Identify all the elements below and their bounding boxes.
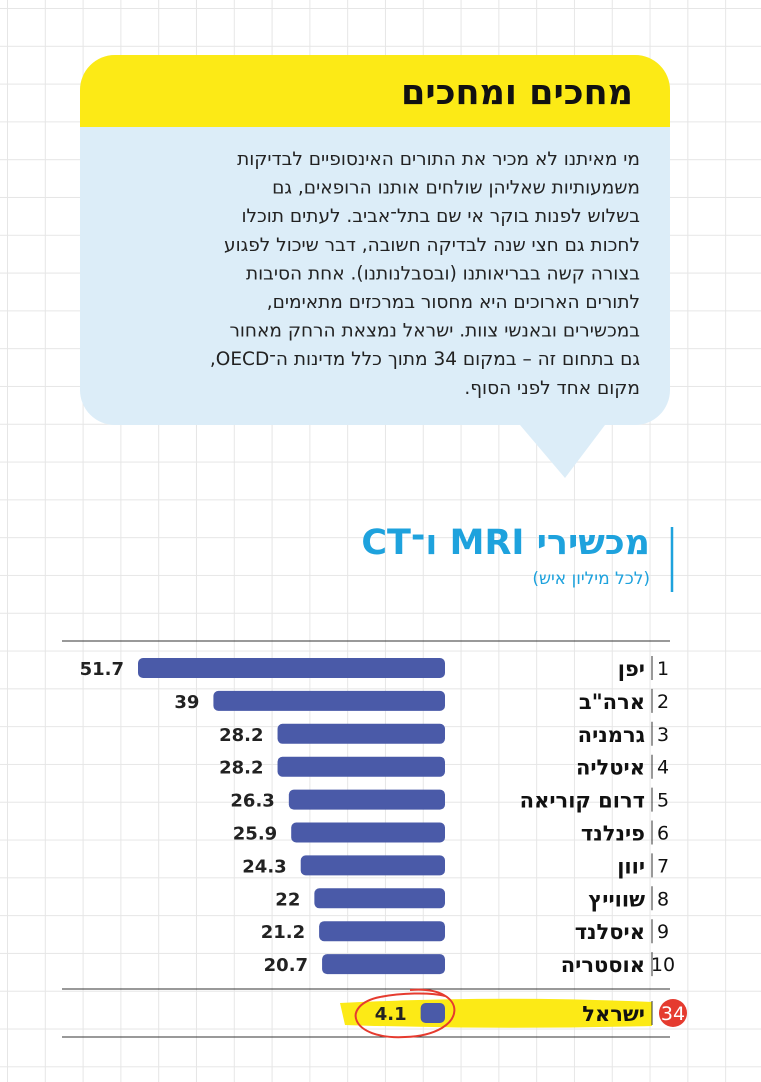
bar bbox=[300, 855, 445, 876]
bar bbox=[277, 723, 445, 744]
rank: 34 bbox=[661, 1003, 685, 1025]
category: ישראל bbox=[582, 1002, 645, 1026]
bar bbox=[291, 822, 445, 843]
category: ארה"ב bbox=[579, 690, 645, 714]
text-line: משמעותיות שאליהן שולחים אותנו הרופאים, ג… bbox=[272, 178, 640, 199]
rank-badge bbox=[659, 999, 687, 1027]
chart-subtitle: (לכל מיליון איש) bbox=[532, 569, 650, 589]
value-label: 21.2 bbox=[261, 922, 305, 943]
value-label: 28.2 bbox=[219, 725, 263, 746]
value-label: 51.7 bbox=[80, 659, 124, 680]
category: יוון bbox=[617, 854, 645, 878]
rank: 1 bbox=[657, 658, 669, 680]
rank: 10 bbox=[651, 954, 675, 976]
bar bbox=[420, 1003, 445, 1023]
bar bbox=[213, 690, 445, 711]
bubble-title: מחכים ומחכים bbox=[401, 73, 633, 113]
rank: 9 bbox=[657, 921, 669, 943]
category: גרמניה bbox=[578, 723, 645, 747]
category: אוסטריה bbox=[561, 953, 645, 977]
rank: 4 bbox=[657, 757, 669, 779]
circle-mark bbox=[354, 988, 456, 1039]
bar bbox=[314, 888, 445, 909]
text-line: בשלוש לפנות בוקר אי שם בתל־אביב. לעתים ת… bbox=[241, 206, 640, 227]
value-label: 25.9 bbox=[233, 824, 277, 845]
text-line: לתורים הארוכים היא מחסור במרכזים מתאימים… bbox=[267, 292, 640, 313]
rank: 2 bbox=[657, 691, 669, 713]
bubble-header bbox=[80, 55, 670, 127]
bar bbox=[319, 921, 445, 942]
text-line: במכשירים ובאנשי צוות. ישראל נמצאת הרחק מ… bbox=[229, 321, 640, 342]
text-line: לחכות גם חצי שנה לבדיקה חשובה, דבר שיכול… bbox=[224, 235, 640, 256]
category: שווייץ bbox=[588, 887, 645, 911]
bar bbox=[288, 789, 445, 810]
bar bbox=[277, 756, 445, 777]
value-label: 28.2 bbox=[219, 758, 263, 779]
text-line: מי מאיתנו לא מכיר את התורים האינסופיים ל… bbox=[237, 149, 640, 170]
speech-bubble bbox=[80, 55, 670, 478]
value-label: 20.7 bbox=[264, 955, 308, 976]
highlight-band bbox=[340, 998, 652, 1028]
rank: 7 bbox=[657, 855, 669, 877]
rank: 5 bbox=[657, 790, 669, 812]
value-label: 24.3 bbox=[242, 856, 286, 877]
rank: 6 bbox=[657, 823, 669, 845]
bars: 1 יפן 51.7 2 ארה"ב 39 3 גרמניה 28.2 4 איטליה 28.2 5ד… bbox=[80, 656, 687, 1027]
bubble-text: מי מאיתנו לא מכיר את התורים האינסופיים ל… bbox=[210, 149, 640, 399]
bar bbox=[322, 954, 445, 975]
text-line: מקום אחד לפני הסוף. bbox=[464, 378, 640, 399]
text-line: בצורה קשה בבריאותנו (ובסבלנותנו). אחת הס… bbox=[246, 263, 640, 284]
bar bbox=[138, 658, 445, 678]
rank: 3 bbox=[657, 724, 669, 746]
category: יפן bbox=[618, 657, 645, 681]
category: איסלנד bbox=[575, 920, 645, 944]
value-label: 39 bbox=[174, 692, 199, 713]
text-line: גם בתחום זה – במקום 34 מתוך כלל מדינות ה… bbox=[210, 349, 640, 370]
value-label: 26.3 bbox=[230, 791, 274, 812]
value-label: 22 bbox=[275, 889, 300, 910]
category: איטליה bbox=[576, 756, 645, 780]
chart-title: מכשירי MRI ו־CT bbox=[361, 523, 650, 563]
rank: 8 bbox=[657, 888, 669, 910]
value-label: 4.1 bbox=[375, 1004, 407, 1025]
category: דרום קוריאה bbox=[520, 789, 645, 813]
category: פינלנד bbox=[581, 822, 645, 846]
